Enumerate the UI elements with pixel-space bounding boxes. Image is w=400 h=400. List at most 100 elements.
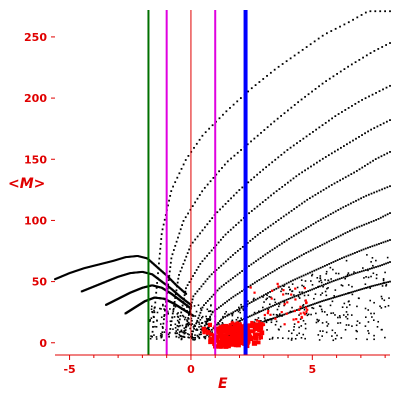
data-point bbox=[319, 330, 322, 332]
data-point bbox=[242, 308, 245, 310]
data-point bbox=[204, 226, 206, 229]
data-point bbox=[193, 327, 195, 330]
data-point bbox=[321, 292, 324, 294]
data-point bbox=[218, 117, 221, 120]
data-point bbox=[362, 267, 364, 269]
data-point bbox=[166, 310, 169, 313]
data-point bbox=[187, 314, 190, 316]
data-point bbox=[383, 299, 386, 302]
data-point bbox=[199, 328, 202, 331]
data-point bbox=[219, 208, 221, 211]
data-point bbox=[293, 309, 296, 313]
data-point bbox=[191, 205, 194, 207]
data-point bbox=[377, 320, 380, 323]
data-point bbox=[250, 323, 255, 328]
data-point bbox=[379, 123, 382, 126]
data-point bbox=[364, 283, 367, 286]
data-point bbox=[195, 329, 197, 331]
data-point bbox=[187, 155, 190, 157]
data-point bbox=[220, 305, 222, 307]
data-point bbox=[269, 224, 272, 227]
data-point bbox=[271, 248, 274, 251]
data-point bbox=[178, 333, 181, 336]
data-point bbox=[185, 287, 187, 290]
data-point bbox=[161, 331, 164, 334]
data-point bbox=[369, 287, 372, 289]
data-point bbox=[201, 326, 207, 332]
data-point bbox=[367, 130, 369, 133]
data-point bbox=[181, 330, 183, 333]
data-point bbox=[310, 280, 312, 282]
data-point bbox=[217, 241, 220, 244]
data-point bbox=[204, 131, 207, 134]
data-point bbox=[301, 284, 303, 287]
data-point bbox=[309, 43, 312, 46]
data-point bbox=[195, 310, 198, 313]
data-point bbox=[185, 324, 188, 326]
data-point bbox=[321, 300, 323, 303]
data-point bbox=[307, 290, 310, 293]
data-point bbox=[376, 125, 379, 128]
y-tick-label: 100 bbox=[24, 214, 47, 227]
data-point bbox=[301, 171, 304, 174]
data-point bbox=[321, 124, 324, 127]
data-point bbox=[311, 195, 314, 198]
data-point bbox=[179, 228, 182, 231]
data-point bbox=[246, 316, 249, 319]
data-point bbox=[332, 279, 335, 282]
data-point bbox=[271, 337, 274, 340]
data-point bbox=[370, 220, 373, 223]
data-point bbox=[313, 287, 315, 290]
data-point bbox=[258, 337, 262, 340]
data-point bbox=[236, 151, 239, 154]
data-point bbox=[386, 239, 389, 242]
data-point bbox=[315, 287, 317, 289]
data-point bbox=[308, 304, 311, 307]
data-point bbox=[385, 281, 388, 284]
data-point bbox=[291, 296, 294, 299]
data-point bbox=[354, 102, 357, 105]
data-point bbox=[239, 341, 244, 346]
data-point bbox=[345, 255, 348, 258]
data-point bbox=[256, 280, 258, 283]
data-point bbox=[183, 332, 186, 335]
data-point bbox=[303, 313, 306, 316]
data-point bbox=[318, 319, 320, 322]
data-point bbox=[351, 105, 353, 107]
data-point bbox=[237, 310, 240, 313]
data-point bbox=[208, 127, 211, 130]
data-point bbox=[305, 301, 308, 304]
data-point bbox=[319, 300, 322, 303]
data-point bbox=[325, 270, 328, 273]
data-point bbox=[188, 310, 191, 313]
data-point bbox=[209, 180, 212, 183]
data-point bbox=[298, 308, 301, 312]
data-point bbox=[367, 246, 369, 249]
data-point bbox=[291, 306, 293, 309]
data-point bbox=[377, 48, 380, 50]
data-point bbox=[353, 227, 356, 230]
data-point bbox=[347, 21, 350, 24]
data-point bbox=[184, 332, 187, 334]
data-point bbox=[257, 317, 260, 319]
data-point bbox=[194, 315, 197, 317]
data-point bbox=[351, 228, 354, 231]
data-point bbox=[211, 331, 214, 333]
data-point bbox=[242, 309, 245, 311]
data-point bbox=[233, 339, 239, 345]
data-point bbox=[324, 264, 326, 267]
data-point bbox=[313, 297, 315, 300]
data-point bbox=[169, 328, 172, 330]
data-point bbox=[339, 294, 342, 297]
data-point bbox=[210, 328, 213, 331]
data-point bbox=[216, 323, 218, 326]
data-point bbox=[184, 290, 187, 293]
data-point bbox=[287, 109, 289, 112]
data-point bbox=[256, 173, 259, 176]
data-point bbox=[293, 323, 296, 325]
data-point bbox=[191, 319, 193, 322]
data-point bbox=[287, 292, 290, 295]
data-point bbox=[232, 277, 234, 279]
data-point bbox=[283, 151, 286, 154]
data-point bbox=[200, 322, 203, 324]
